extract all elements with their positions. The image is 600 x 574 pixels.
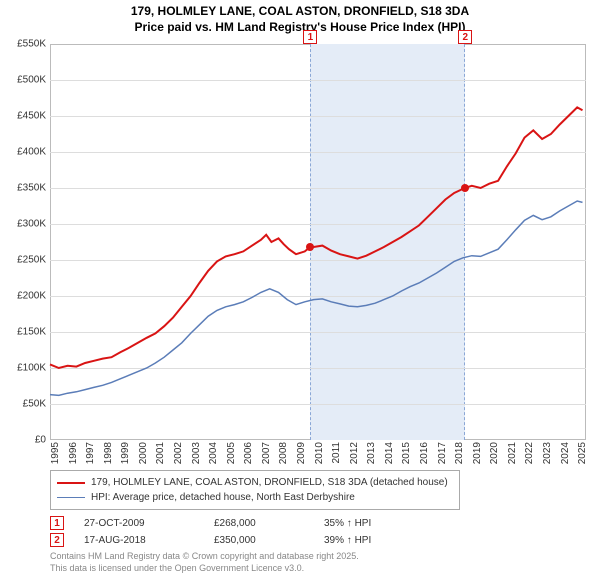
x-tick-label: 2000 — [138, 442, 149, 464]
y-tick-label: £100K — [0, 363, 46, 374]
series-property — [50, 107, 583, 368]
y-tick-label: £0 — [0, 435, 46, 446]
sales-row: 2 17-AUG-2018 £350,000 39% ↑ HPI — [50, 533, 586, 547]
title-line-2: Price paid vs. HM Land Registry's House … — [0, 20, 600, 36]
y-tick-label: £200K — [0, 291, 46, 302]
line-plot — [50, 44, 586, 440]
chart-container: 179, HOLMLEY LANE, COAL ASTON, DRONFIELD… — [0, 0, 600, 560]
sale-point — [461, 184, 469, 192]
y-tick-label: £400K — [0, 147, 46, 158]
sales-row-marker: 2 — [50, 533, 64, 547]
x-tick-label: 1995 — [50, 442, 61, 464]
y-tick-label: £450K — [0, 111, 46, 122]
x-tick-label: 2012 — [349, 442, 360, 464]
x-tick-label: 2004 — [208, 442, 219, 464]
x-tick-label: 2023 — [542, 442, 553, 464]
legend-label-property: 179, HOLMLEY LANE, COAL ASTON, DRONFIELD… — [91, 475, 448, 490]
x-tick-label: 2022 — [524, 442, 535, 464]
sale-marker: 2 — [458, 30, 472, 44]
x-tick-label: 2009 — [296, 442, 307, 464]
y-tick-label: £300K — [0, 219, 46, 230]
sales-row-price: £268,000 — [214, 518, 304, 529]
x-tick-label: 2008 — [278, 442, 289, 464]
sales-row-marker: 1 — [50, 516, 64, 530]
sale-marker: 1 — [303, 30, 317, 44]
x-tick-label: 2016 — [419, 442, 430, 464]
y-tick-label: £150K — [0, 327, 46, 338]
legend-row-property: 179, HOLMLEY LANE, COAL ASTON, DRONFIELD… — [57, 475, 453, 490]
x-tick-label: 2003 — [191, 442, 202, 464]
sale-point — [306, 243, 314, 251]
x-tick-label: 2005 — [226, 442, 237, 464]
x-tick-label: 1997 — [85, 442, 96, 464]
title-block: 179, HOLMLEY LANE, COAL ASTON, DRONFIELD… — [0, 0, 600, 35]
legend: 179, HOLMLEY LANE, COAL ASTON, DRONFIELD… — [50, 470, 460, 510]
legend-label-hpi: HPI: Average price, detached house, Nort… — [91, 490, 355, 505]
attribution-line-1: Contains HM Land Registry data © Crown c… — [50, 551, 586, 563]
x-tick-label: 2018 — [454, 442, 465, 464]
attribution-line-2: This data is licensed under the Open Gov… — [50, 563, 586, 574]
y-tick-label: £50K — [0, 399, 46, 410]
x-tick-label: 2025 — [577, 442, 588, 464]
sales-row-price: £350,000 — [214, 535, 304, 546]
sales-row-date: 27-OCT-2009 — [84, 518, 194, 529]
x-tick-label: 2014 — [384, 442, 395, 464]
title-line-1: 179, HOLMLEY LANE, COAL ASTON, DRONFIELD… — [0, 4, 600, 20]
x-tick-label: 1996 — [68, 442, 79, 464]
x-tick-label: 1998 — [103, 442, 114, 464]
x-tick-label: 2020 — [489, 442, 500, 464]
x-tick-label: 1999 — [120, 442, 131, 464]
x-tick-label: 2024 — [560, 442, 571, 464]
attribution: Contains HM Land Registry data © Crown c… — [50, 551, 586, 574]
y-tick-label: £250K — [0, 255, 46, 266]
series-hpi — [50, 201, 583, 395]
legend-swatch-hpi — [57, 497, 85, 498]
y-tick-label: £350K — [0, 183, 46, 194]
x-tick-label: 2007 — [261, 442, 272, 464]
sales-row-delta: 35% ↑ HPI — [324, 518, 371, 529]
chart-area: 12 £0£50K£100K£150K£200K£250K£300K£350K£… — [50, 44, 586, 440]
x-tick-label: 2010 — [314, 442, 325, 464]
footer-block: 179, HOLMLEY LANE, COAL ASTON, DRONFIELD… — [50, 470, 586, 574]
sales-row: 1 27-OCT-2009 £268,000 35% ↑ HPI — [50, 516, 586, 530]
sales-row-date: 17-AUG-2018 — [84, 535, 194, 546]
legend-swatch-property — [57, 482, 85, 484]
x-tick-label: 2021 — [507, 442, 518, 464]
x-tick-label: 2015 — [401, 442, 412, 464]
x-tick-label: 2013 — [366, 442, 377, 464]
y-tick-label: £550K — [0, 39, 46, 50]
x-tick-label: 2011 — [331, 442, 342, 464]
legend-row-hpi: HPI: Average price, detached house, Nort… — [57, 490, 453, 505]
x-tick-label: 2001 — [155, 442, 166, 464]
sales-row-delta: 39% ↑ HPI — [324, 535, 371, 546]
sales-table: 1 27-OCT-2009 £268,000 35% ↑ HPI 2 17-AUG-201… — [50, 516, 586, 547]
x-tick-label: 2002 — [173, 442, 184, 464]
x-tick-label: 2019 — [472, 442, 483, 464]
x-tick-label: 2017 — [437, 442, 448, 464]
x-tick-label: 2006 — [243, 442, 254, 464]
y-tick-label: £500K — [0, 75, 46, 86]
